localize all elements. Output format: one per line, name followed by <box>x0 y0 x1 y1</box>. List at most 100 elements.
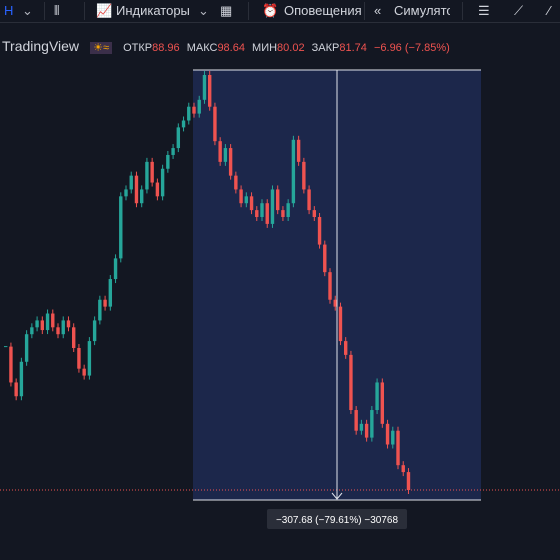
measure-label: −307.68 (−79.61%) −30768 <box>276 515 398 526</box>
candle <box>166 154 170 169</box>
candle <box>40 320 45 331</box>
low-label: МИН <box>252 42 278 54</box>
more-icon[interactable]: ⁄ <box>548 3 551 18</box>
open-label: ОТКР <box>123 42 153 54</box>
candle <box>140 189 144 204</box>
candle <box>113 258 118 280</box>
candle <box>307 189 311 211</box>
candle <box>291 139 296 204</box>
candle <box>218 141 222 162</box>
candle <box>370 410 374 438</box>
candle <box>244 196 249 204</box>
candle <box>92 320 97 342</box>
replay-icon[interactable]: « <box>374 3 382 18</box>
candle <box>354 410 358 431</box>
indicators-icon[interactable]: 📈 <box>96 3 113 18</box>
candle <box>234 175 238 190</box>
candle <box>286 203 290 218</box>
candle <box>77 347 81 369</box>
brand: TradingView <box>2 38 80 54</box>
candle <box>30 327 34 335</box>
candle <box>134 175 139 204</box>
candle <box>338 306 343 342</box>
close-label: ЗАКР <box>311 42 340 54</box>
candle <box>19 361 24 397</box>
candle <box>328 272 332 300</box>
candle <box>87 341 92 376</box>
candle <box>375 382 379 411</box>
measure-arrowhead <box>331 492 343 500</box>
toolbar: H ⌄ ⫴ 📈 Индикаторы ⌄ ▦ ⏰ Оповещения « Си… <box>0 0 560 23</box>
close-value: 81.74 <box>339 42 367 54</box>
status-badge: ☀≈ <box>90 42 113 54</box>
candle <box>103 299 107 307</box>
measure-label-box <box>267 509 407 529</box>
candle <box>396 430 400 466</box>
candle <box>312 210 317 218</box>
candle <box>82 368 86 376</box>
candle <box>98 299 102 321</box>
candle <box>145 161 149 190</box>
candle <box>129 175 133 190</box>
low-value: 80.02 <box>277 42 305 54</box>
indicators-button[interactable]: Индикаторы <box>116 3 190 18</box>
candle <box>51 313 55 328</box>
candle <box>302 161 306 190</box>
candle <box>349 354 353 411</box>
candle <box>124 189 128 197</box>
candle <box>276 189 280 211</box>
candle <box>406 472 411 490</box>
high-value: 98.64 <box>217 42 245 54</box>
symbol[interactable]: H <box>4 3 14 18</box>
replay-button[interactable]: Симулятор <box>394 3 450 18</box>
candle <box>66 320 71 328</box>
candle <box>4 346 8 348</box>
candle <box>359 423 364 431</box>
candle <box>35 320 39 328</box>
legend: TradingView ☀≈ ОТКР88.96 МАКС98.64 МИН80… <box>2 38 454 54</box>
menu-icon[interactable]: ☰ <box>478 3 490 18</box>
candle <box>249 196 254 211</box>
candle <box>344 341 348 355</box>
candle <box>333 299 337 307</box>
candle <box>45 313 50 331</box>
candle <box>14 382 18 397</box>
candle <box>270 189 275 224</box>
draw-icon[interactable]: ⟋ <box>514 3 524 18</box>
chart-type-icon[interactable]: ⫴ <box>54 3 60 18</box>
candle <box>385 423 390 445</box>
candle <box>150 161 154 183</box>
candle <box>187 106 191 121</box>
candle <box>176 127 181 149</box>
dropdown[interactable]: ⌄ <box>198 3 209 18</box>
dropdown[interactable]: ⌄ <box>22 3 33 18</box>
layouts-icon[interactable]: ▦ <box>220 3 233 18</box>
candle <box>61 320 65 335</box>
candle <box>9 346 13 383</box>
change-value: −6.96 (−7.85%) <box>373 42 450 54</box>
open-value: 88.96 <box>152 42 180 54</box>
candle <box>56 327 60 335</box>
candle <box>72 327 76 348</box>
candle <box>296 139 301 162</box>
candle <box>24 334 29 362</box>
candle <box>255 210 259 218</box>
alerts-button[interactable]: Оповещения <box>284 3 362 18</box>
candle <box>260 203 264 218</box>
candle <box>223 148 228 162</box>
candle <box>265 203 269 224</box>
candle <box>208 75 212 107</box>
candle <box>391 430 395 445</box>
candle <box>239 189 243 204</box>
candle <box>202 75 207 100</box>
candle <box>160 168 165 197</box>
candle <box>192 106 196 114</box>
candle <box>281 210 285 218</box>
candle <box>197 99 201 114</box>
candle <box>323 244 327 273</box>
candle <box>213 106 217 142</box>
alerts-icon[interactable]: ⏰ <box>262 3 279 18</box>
candle <box>380 382 385 424</box>
candle <box>171 148 175 155</box>
